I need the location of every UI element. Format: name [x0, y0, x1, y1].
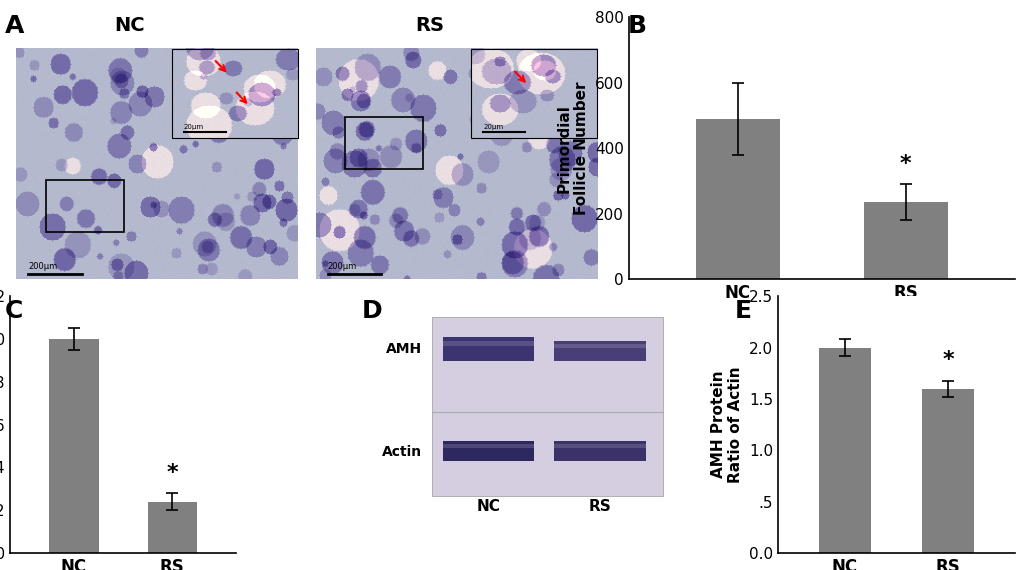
Bar [863, 202, 947, 279]
Text: *: * [166, 463, 178, 483]
Text: 20μm: 20μm [183, 124, 204, 129]
FancyBboxPatch shape [442, 337, 534, 361]
Y-axis label: AMH Protein
Ratio of Actin: AMH Protein Ratio of Actin [710, 367, 743, 483]
Bar [818, 348, 870, 553]
Text: B: B [627, 14, 646, 38]
Text: 200μm: 200μm [29, 262, 57, 271]
Bar [345, 117, 423, 169]
FancyBboxPatch shape [442, 341, 534, 345]
Bar [471, 48, 596, 138]
Y-axis label: Primordial
Follicle Number: Primordial Follicle Number [556, 82, 589, 215]
Bar [695, 119, 779, 279]
Text: 200μm: 200μm [327, 262, 357, 271]
Bar [921, 389, 973, 553]
Text: *: * [942, 351, 953, 370]
Text: AMH: AMH [386, 342, 422, 356]
Bar [50, 339, 99, 553]
Text: A: A [5, 14, 24, 38]
FancyBboxPatch shape [553, 341, 645, 361]
FancyBboxPatch shape [442, 444, 534, 448]
FancyBboxPatch shape [553, 344, 645, 348]
Text: *: * [899, 154, 911, 174]
Text: E: E [734, 299, 751, 323]
Text: RS: RS [588, 499, 610, 514]
Text: D: D [362, 299, 382, 323]
FancyBboxPatch shape [432, 317, 662, 496]
FancyBboxPatch shape [553, 444, 645, 448]
Text: RS: RS [415, 17, 443, 35]
FancyBboxPatch shape [442, 441, 534, 461]
Bar [148, 502, 197, 553]
Text: 20μm: 20μm [483, 124, 502, 129]
Text: NC: NC [476, 499, 499, 514]
Text: C: C [5, 299, 23, 323]
Text: NC: NC [114, 17, 145, 35]
FancyBboxPatch shape [553, 441, 645, 461]
Bar [171, 48, 298, 138]
Bar [46, 180, 124, 232]
Text: Actin: Actin [382, 445, 422, 459]
